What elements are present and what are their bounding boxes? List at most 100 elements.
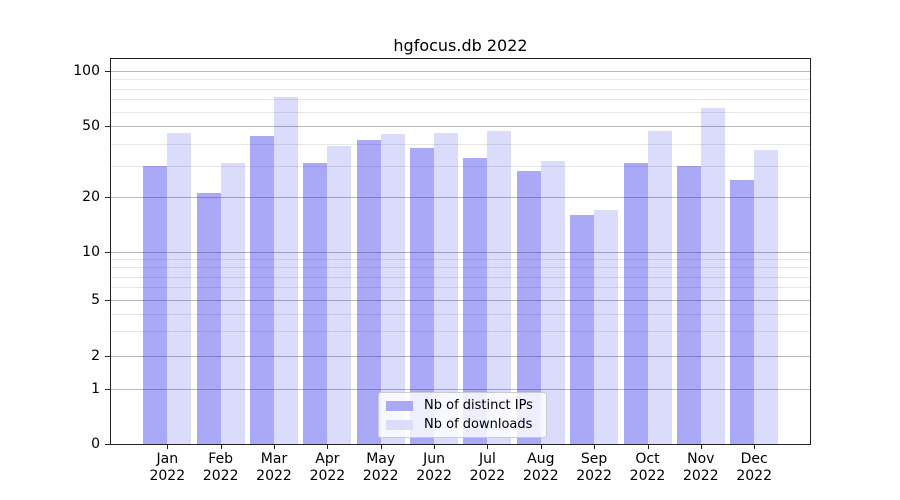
y-tick-mark-1 — [105, 389, 110, 391]
gridline-major-50 — [111, 126, 810, 128]
y-tick-label-2: 2 — [91, 348, 100, 364]
legend-row-ips: Nb of distinct IPs — [386, 398, 540, 413]
x-tick-label-jul: Jul 2022 — [457, 451, 517, 485]
bar-apr-ips — [303, 163, 328, 444]
bar-nov-downloads — [700, 107, 725, 444]
x-tick-mark-jul — [487, 445, 489, 449]
legend-label-downloads: Nb of downloads — [424, 417, 533, 432]
year-label: 2022 — [576, 468, 612, 484]
y-tick-mark-0 — [105, 444, 110, 445]
month-label: Nov — [687, 451, 715, 467]
x-tick-mark-nov — [700, 445, 702, 449]
bar-mar-downloads — [274, 97, 298, 444]
legend-label-ips: Nb of distinct IPs — [424, 398, 533, 413]
gridline-minor-6 — [111, 287, 810, 289]
y-tick-label-50: 50 — [82, 118, 100, 135]
x-tick-label-nov: Nov 2022 — [671, 451, 731, 485]
x-tick-label-mar: Mar 2022 — [244, 451, 304, 485]
gridline-minor-9 — [111, 259, 810, 261]
x-tick-mark-mar — [274, 445, 275, 449]
x-tick-mark-may — [380, 445, 382, 449]
y-tick-label-0: 0 — [91, 436, 100, 452]
x-tick-mark-oct — [647, 445, 649, 449]
x-tick-label-may: May 2022 — [351, 451, 411, 485]
legend-swatch-ips — [386, 400, 413, 411]
bar-feb-ips — [196, 193, 221, 444]
bar-oct-downloads — [647, 131, 672, 444]
y-tick-mark-10 — [105, 251, 110, 253]
bar-sep-downloads — [594, 209, 619, 444]
x-tick-label-dec: Dec 2022 — [724, 451, 784, 485]
year-label: 2022 — [362, 468, 399, 484]
y-tick-mark-20 — [105, 197, 110, 198]
x-tick-mark-jun — [434, 445, 436, 449]
y-tick-mark-2 — [105, 356, 110, 357]
gridline-minor-3 — [111, 331, 810, 333]
y-tick-label-5: 5 — [91, 292, 100, 308]
y-tick-label-1: 1 — [91, 381, 100, 398]
bar-dec-downloads — [754, 149, 779, 444]
bar-sep-ips — [570, 214, 595, 444]
gridline-major-10 — [111, 251, 810, 253]
x-tick-label-aug: Aug 2022 — [511, 451, 571, 485]
year-label: 2022 — [202, 468, 239, 484]
bar-jan-ips — [143, 165, 168, 444]
plot-area — [110, 58, 811, 445]
bar-nov-ips — [676, 165, 701, 444]
month-label: Apr — [315, 451, 340, 467]
month-label: Jan — [156, 451, 179, 467]
year-label: 2022 — [309, 468, 346, 484]
legend-swatch-downloads — [386, 419, 413, 430]
x-tick-label-sep: Sep 2022 — [564, 451, 624, 485]
month-label: Oct — [635, 451, 660, 467]
gridline-minor-80 — [111, 88, 810, 90]
bar-apr-downloads — [327, 145, 352, 444]
y-tick-label-20: 20 — [82, 189, 100, 205]
bar-may-ips — [356, 139, 381, 444]
legend-row-downloads: Nb of downloads — [386, 417, 540, 432]
month-label: Jun — [423, 451, 446, 467]
x-tick-mark-feb — [220, 445, 222, 449]
year-label: 2022 — [256, 468, 292, 484]
gridline-major-20 — [111, 197, 810, 198]
year-label: 2022 — [736, 468, 772, 484]
gridline-major-5 — [111, 300, 810, 301]
year-label: 2022 — [149, 468, 186, 484]
gridline-minor-90 — [111, 79, 810, 81]
gridline-major-2 — [111, 356, 810, 357]
year-label: 2022 — [682, 468, 719, 484]
x-tick-label-jan: Jan 2022 — [137, 451, 197, 485]
month-label: Mar — [260, 451, 288, 467]
y-tick-label-100: 100 — [73, 63, 100, 79]
bar-mar-ips — [250, 136, 274, 444]
gridline-minor-4 — [111, 313, 810, 315]
gridline-minor-8 — [111, 267, 810, 269]
x-tick-mark-aug — [540, 445, 542, 449]
year-label: 2022 — [469, 468, 506, 484]
month-label: Dec — [740, 451, 768, 467]
gridline-major-100 — [111, 71, 810, 72]
gridline-major-1 — [111, 389, 810, 391]
year-label: 2022 — [416, 468, 452, 484]
month-label: Feb — [208, 451, 234, 467]
x-tick-mark-dec — [754, 445, 756, 449]
chart-title: hgfocus.db 2022 — [393, 36, 528, 55]
bar-feb-downloads — [220, 163, 245, 444]
month-label: May — [366, 451, 396, 467]
y-tick-mark-100 — [105, 71, 110, 72]
gridline-minor-70 — [111, 99, 810, 101]
gridline-minor-30 — [111, 165, 810, 167]
bar-jul-downloads — [487, 131, 512, 444]
month-label: Aug — [527, 451, 555, 467]
y-tick-mark-50 — [105, 126, 110, 128]
year-label: 2022 — [629, 468, 666, 484]
month-label: Sep — [580, 451, 608, 467]
y-tick-mark-5 — [105, 300, 110, 301]
x-tick-label-oct: Oct 2022 — [618, 451, 678, 485]
year-label: 2022 — [522, 468, 559, 484]
x-tick-mark-apr — [327, 445, 329, 449]
bar-oct-ips — [623, 163, 648, 444]
month-label: Jul — [478, 451, 496, 467]
legend: Nb of distinct IPs Nb of downloads — [378, 392, 547, 438]
